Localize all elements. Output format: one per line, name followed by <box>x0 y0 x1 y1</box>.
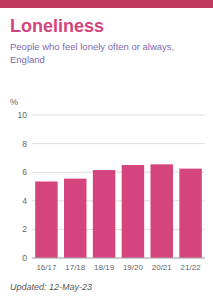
grid-line <box>32 229 205 230</box>
subtitle-line: England <box>10 54 45 65</box>
x-axis-line <box>32 258 205 259</box>
y-tick-label: 6 <box>22 167 27 177</box>
x-tick-label: 17/18 <box>65 263 86 272</box>
bars <box>35 164 202 258</box>
grid-line <box>32 143 205 144</box>
bar <box>151 164 173 258</box>
top-stripe <box>0 0 213 8</box>
y-tick-label: 10 <box>18 110 28 120</box>
grid <box>32 115 205 258</box>
bar <box>93 170 115 258</box>
subtitle-line: People who feel lonely often or always, <box>10 41 174 52</box>
x-tick-label: 16/17 <box>36 263 57 272</box>
bar <box>179 169 201 258</box>
bar <box>35 181 57 258</box>
x-tick-label: 19/20 <box>123 263 144 272</box>
annotation: Updated: 12-May-23 <box>10 282 92 292</box>
x-tick-label: 18/19 <box>94 263 115 272</box>
grid-line <box>32 115 205 116</box>
y-tick-label: 0 <box>22 253 27 263</box>
y-tick-label: 8 <box>22 139 27 149</box>
grid-line <box>32 258 205 259</box>
grid-line <box>32 200 205 201</box>
bar <box>122 165 144 258</box>
y-axis-label: % <box>10 97 18 107</box>
y-tick-label: 4 <box>22 196 27 206</box>
chart: Loneliness People who feel lonely often o… <box>0 0 213 300</box>
grid-line <box>32 172 205 173</box>
x-tick-label: 21/22 <box>181 263 202 272</box>
title: Loneliness <box>10 16 104 36</box>
bar <box>64 179 86 258</box>
x-tick-label: 20/21 <box>152 263 173 272</box>
subtitle: People who feel lonely often or always, E… <box>10 41 174 65</box>
y-tick-label: 2 <box>22 224 27 234</box>
